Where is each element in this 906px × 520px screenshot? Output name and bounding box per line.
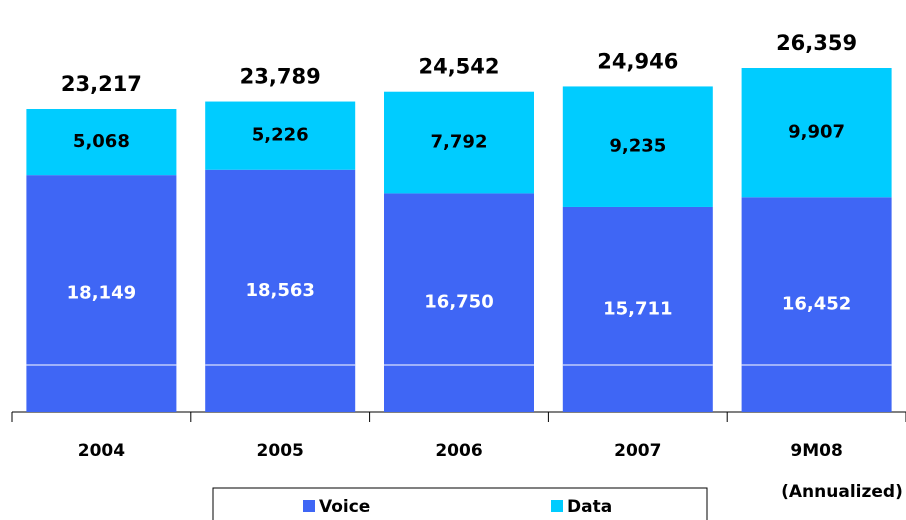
bar-segment [741,68,892,198]
bar-segment [26,175,177,412]
value-label: 16,750 [424,292,493,313]
legend-swatch [303,500,315,512]
value-label: 5,068 [73,131,130,152]
bar-segment [205,169,356,412]
total-label: 26,359 [776,31,857,55]
legend-swatch [551,500,563,512]
value-label: 9,907 [788,122,845,143]
total-label: 24,542 [418,55,499,79]
value-label: 16,452 [782,294,851,315]
bar-segment [384,91,534,194]
legend-label: Voice [319,497,370,517]
x-tick-label: 2004 [78,441,125,461]
value-label: 18,563 [245,280,314,301]
bar-segment [562,206,713,412]
bar-segment [741,197,892,412]
bar-segment [26,109,177,176]
x-tick-label: 2005 [257,441,304,461]
value-label: 7,792 [431,132,488,153]
x-tick-label: 9M08 [790,441,842,461]
legend-box [212,487,708,520]
total-label: 23,789 [240,65,321,89]
annotation: (Annualized) [781,482,903,502]
bar-segment [205,101,356,170]
x-tick-label: 2006 [435,441,482,461]
total-label: 24,946 [597,49,678,73]
bar-segment [384,193,534,412]
legend-label: Data [567,497,612,517]
value-label: 9,235 [609,136,666,157]
value-label: 15,711 [603,298,672,319]
total-label: 23,217 [61,72,142,96]
x-tick-label: 2007 [614,441,661,461]
bar-segment [562,86,713,207]
value-label: 5,226 [252,125,309,146]
value-label: 18,149 [67,283,136,304]
